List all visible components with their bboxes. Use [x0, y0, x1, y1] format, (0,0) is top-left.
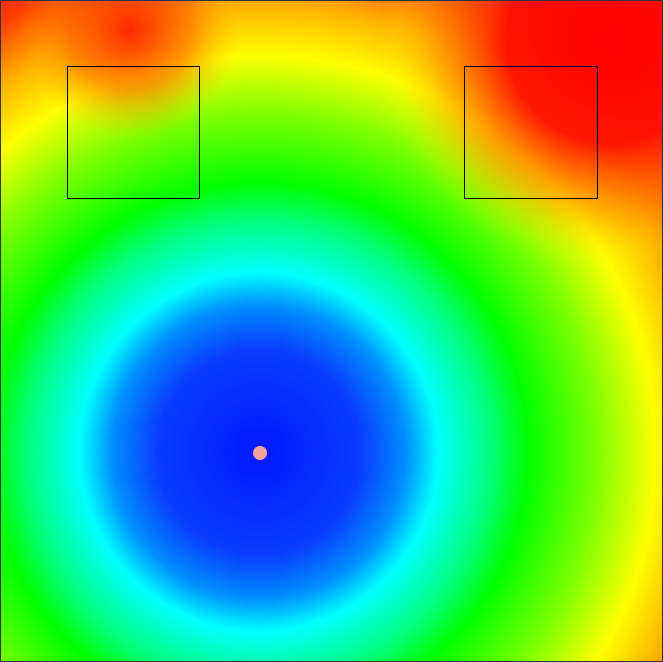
target-box-right[interactable] — [464, 66, 598, 199]
agent-marker[interactable] — [253, 446, 267, 460]
target-box-left[interactable] — [67, 66, 200, 199]
